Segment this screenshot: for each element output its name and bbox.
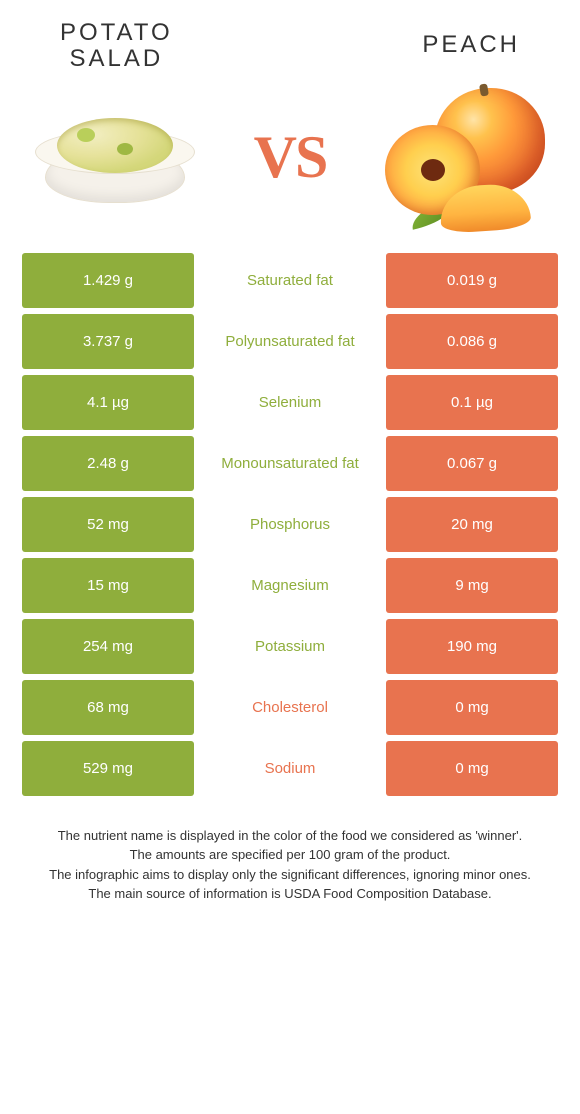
right-value-cell: 0 mg [386,680,558,735]
nutrient-label: Phosphorus [194,497,386,552]
left-value-cell: 1.429 g [22,253,194,308]
nutrient-label: Potassium [194,619,386,674]
table-row: 3.737 gPolyunsaturated fat0.086 g [22,314,558,369]
nutrient-label: Sodium [194,741,386,796]
right-value-cell: 9 mg [386,558,558,613]
images-row: VS [0,73,580,253]
footnote-line: The infographic aims to display only the… [20,865,560,885]
footnote-line: The nutrient name is displayed in the co… [20,826,560,846]
right-value-cell: 0.067 g [386,436,558,491]
table-row: 52 mgPhosphorus20 mg [22,497,558,552]
table-row: 2.48 gMonounsaturated fat0.067 g [22,436,558,491]
left-value-cell: 254 mg [22,619,194,674]
table-row: 68 mgCholesterol0 mg [22,680,558,735]
nutrient-label: Monounsaturated fat [194,436,386,491]
comparison-table: 1.429 gSaturated fat0.019 g 3.737 gPolyun… [22,253,558,796]
left-value-cell: 15 mg [22,558,194,613]
right-food-title: PEACH [422,20,520,58]
right-value-cell: 190 mg [386,619,558,674]
left-value-cell: 68 mg [22,680,194,735]
right-value-cell: 0.019 g [386,253,558,308]
table-row: 529 mgSodium0 mg [22,741,558,796]
header: POTATO SALAD PEACH [0,0,580,73]
left-value-cell: 529 mg [22,741,194,796]
right-value-cell: 0 mg [386,741,558,796]
right-value-cell: 20 mg [386,497,558,552]
nutrient-label: Saturated fat [194,253,386,308]
peach-image [380,83,550,233]
footnote-line: The amounts are specified per 100 gram o… [20,845,560,865]
table-row: 254 mgPotassium190 mg [22,619,558,674]
nutrient-label: Selenium [194,375,386,430]
nutrient-label: Magnesium [194,558,386,613]
table-row: 15 mgMagnesium9 mg [22,558,558,613]
right-value-cell: 0.1 µg [386,375,558,430]
left-food-title: POTATO SALAD [60,20,173,73]
nutrient-label: Cholesterol [194,680,386,735]
left-value-cell: 52 mg [22,497,194,552]
left-value-cell: 2.48 g [22,436,194,491]
table-row: 1.429 gSaturated fat0.019 g [22,253,558,308]
vs-label: VS [254,123,327,192]
right-value-cell: 0.086 g [386,314,558,369]
left-value-cell: 3.737 g [22,314,194,369]
nutrient-label: Polyunsaturated fat [194,314,386,369]
footnote: The nutrient name is displayed in the co… [20,826,560,904]
left-value-cell: 4.1 µg [22,375,194,430]
potato-salad-image [30,83,200,233]
table-row: 4.1 µgSelenium0.1 µg [22,375,558,430]
footnote-line: The main source of information is USDA F… [20,884,560,904]
